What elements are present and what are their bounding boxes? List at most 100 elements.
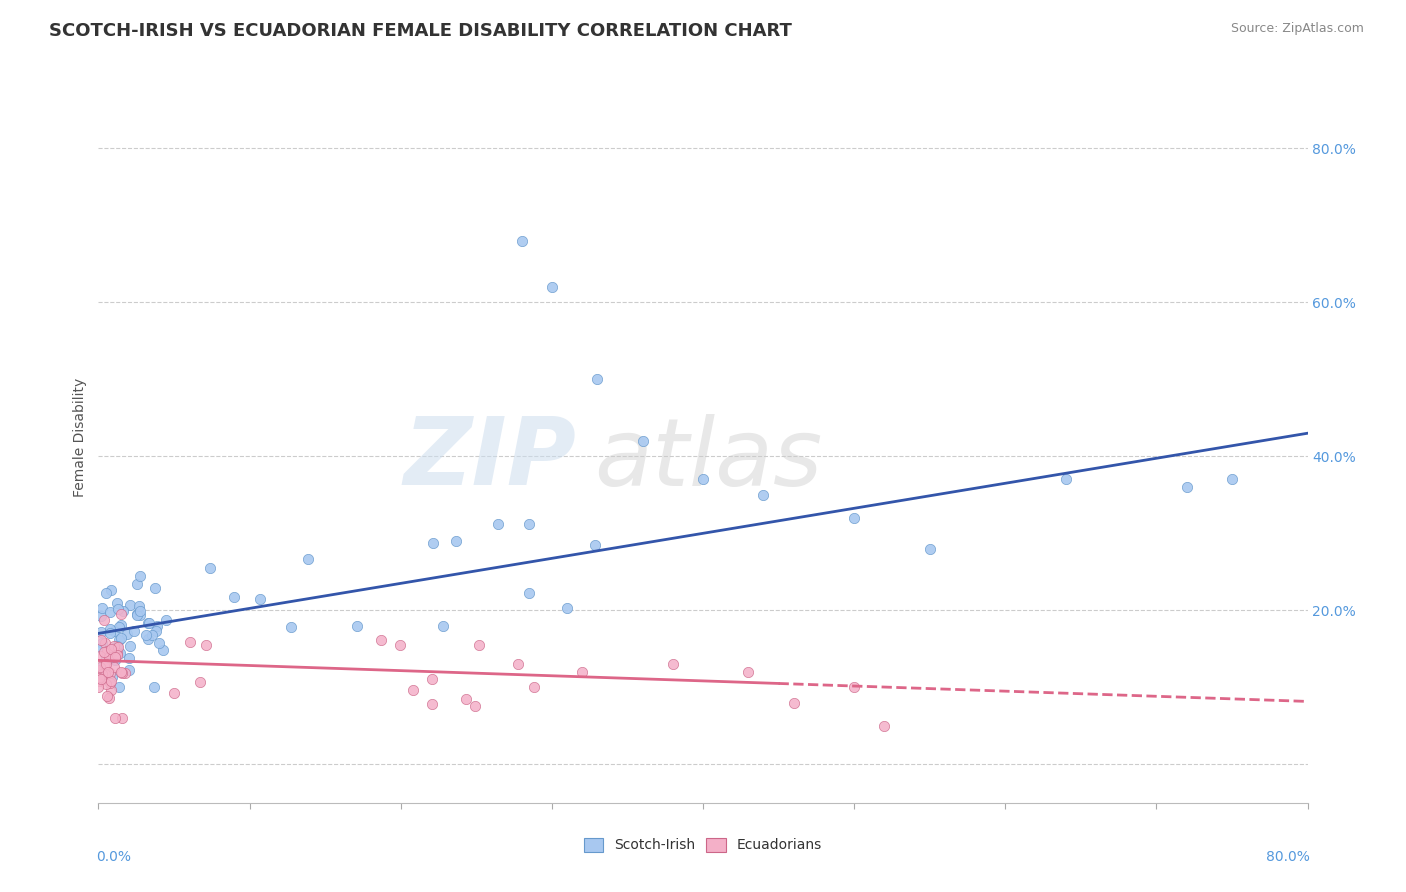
Point — [586, 372, 609, 386]
Point — [103, 660, 125, 674]
Point — [844, 681, 866, 695]
Point — [583, 538, 606, 552]
Point — [89, 649, 111, 664]
Point — [98, 666, 121, 681]
Point — [87, 680, 110, 694]
Point — [420, 698, 443, 712]
Point — [138, 616, 160, 631]
Point — [96, 644, 118, 658]
Point — [110, 632, 132, 646]
Text: Source: ZipAtlas.com: Source: ZipAtlas.com — [1230, 22, 1364, 36]
Point — [661, 657, 683, 672]
Point — [163, 686, 186, 700]
Point — [94, 636, 117, 650]
Point — [107, 640, 129, 654]
Point — [98, 691, 121, 706]
Point — [101, 670, 124, 684]
Point — [136, 632, 159, 646]
Point — [100, 605, 122, 619]
Point — [179, 635, 201, 649]
Point — [555, 600, 578, 615]
Point — [370, 632, 392, 647]
Point — [198, 560, 221, 574]
Point — [90, 673, 112, 687]
Point — [631, 434, 654, 448]
Point — [145, 624, 167, 639]
Point — [125, 577, 148, 591]
Point — [143, 581, 166, 595]
Point — [96, 646, 118, 660]
Point — [89, 663, 111, 677]
Point — [464, 698, 486, 713]
Point — [93, 614, 115, 628]
Point — [129, 604, 152, 618]
Point — [783, 696, 806, 710]
Point — [249, 591, 271, 606]
Point — [110, 618, 132, 632]
Point — [125, 607, 148, 621]
Point — [519, 585, 541, 599]
Point — [114, 666, 136, 681]
Point — [146, 618, 169, 632]
Point — [100, 583, 122, 598]
Point — [111, 711, 134, 725]
Point — [118, 598, 141, 612]
Point — [94, 657, 117, 672]
Point — [1220, 472, 1243, 486]
Point — [122, 624, 145, 639]
Point — [90, 641, 112, 656]
Point — [135, 628, 157, 642]
Point — [94, 666, 117, 681]
Point — [468, 638, 491, 652]
Point — [104, 711, 127, 725]
Point — [346, 619, 368, 633]
Point — [128, 599, 150, 613]
Point — [107, 632, 129, 647]
Point — [107, 648, 129, 662]
Point — [94, 650, 117, 665]
Point — [87, 673, 110, 688]
Point — [104, 650, 127, 665]
Point — [1054, 472, 1077, 486]
Point — [506, 657, 529, 671]
Point — [1175, 480, 1198, 494]
Point — [432, 618, 454, 632]
Legend: Scotch-Irish, Ecuadorians: Scotch-Irish, Ecuadorians — [578, 832, 828, 858]
Point — [152, 642, 174, 657]
Point — [87, 671, 110, 685]
Point — [105, 596, 128, 610]
Point — [108, 620, 131, 634]
Point — [486, 516, 509, 531]
Point — [115, 627, 138, 641]
Point — [148, 636, 170, 650]
Text: 80.0%: 80.0% — [1267, 850, 1310, 864]
Point — [97, 665, 120, 680]
Point — [89, 661, 111, 675]
Point — [519, 517, 541, 532]
Point — [90, 632, 112, 647]
Point — [93, 645, 115, 659]
Point — [107, 602, 129, 616]
Point — [155, 613, 177, 627]
Point — [96, 689, 118, 703]
Point — [844, 511, 866, 525]
Point — [96, 676, 118, 690]
Point — [523, 680, 546, 694]
Text: 0.0%: 0.0% — [96, 850, 131, 864]
Point — [129, 569, 152, 583]
Point — [117, 650, 139, 665]
Point — [110, 665, 132, 679]
Y-axis label: Female Disability: Female Disability — [73, 377, 87, 497]
Text: ZIP: ZIP — [404, 413, 576, 505]
Point — [103, 640, 125, 654]
Point — [692, 472, 714, 486]
Point — [100, 622, 122, 636]
Point — [224, 591, 246, 605]
Point — [143, 681, 166, 695]
Point — [98, 676, 121, 690]
Point — [873, 719, 896, 733]
Point — [420, 672, 443, 686]
Point — [111, 666, 134, 681]
Point — [141, 628, 163, 642]
Point — [280, 620, 302, 634]
